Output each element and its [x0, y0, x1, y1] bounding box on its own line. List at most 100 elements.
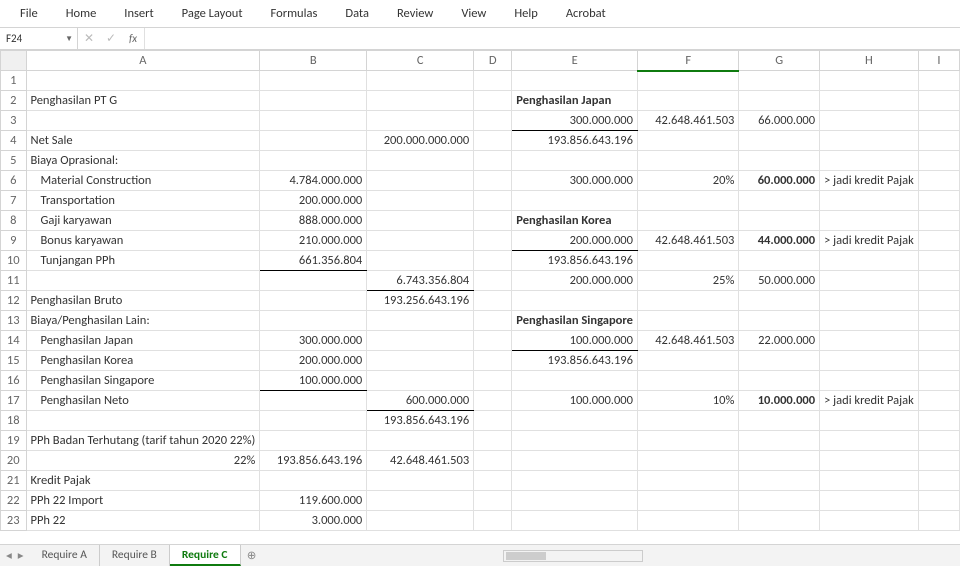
cell-F17[interactable]: 10%: [637, 391, 738, 411]
cell-C2[interactable]: [367, 91, 474, 111]
cell-B21[interactable]: [260, 471, 367, 491]
cell-G3[interactable]: 66.000.000: [739, 111, 820, 131]
cell-E21[interactable]: [512, 471, 638, 491]
cell-F2[interactable]: [637, 91, 738, 111]
col-header-I[interactable]: I: [918, 51, 959, 71]
cell-H6[interactable]: > jadi kredit Pajak: [820, 171, 919, 191]
cell-A7[interactable]: Transportation: [26, 191, 260, 211]
cell-I11[interactable]: [918, 271, 959, 291]
cell-I23[interactable]: [918, 511, 959, 531]
cell-G1[interactable]: [739, 71, 820, 91]
cell-C15[interactable]: [367, 351, 474, 371]
cell-C14[interactable]: [367, 331, 474, 351]
cell-I7[interactable]: [918, 191, 959, 211]
row-header-21[interactable]: 21: [1, 471, 27, 491]
cell-I3[interactable]: [918, 111, 959, 131]
cell-H7[interactable]: [820, 191, 919, 211]
col-header-F[interactable]: F: [637, 51, 738, 71]
cell-A9[interactable]: Bonus karyawan: [26, 231, 260, 251]
row-header-1[interactable]: 1: [1, 71, 27, 91]
cell-E14[interactable]: 100.000.000: [512, 331, 638, 351]
cell-I15[interactable]: [918, 351, 959, 371]
cell-G18[interactable]: [739, 411, 820, 431]
cell-F23[interactable]: [637, 511, 738, 531]
cell-F19[interactable]: [637, 431, 738, 451]
cell-I13[interactable]: [918, 311, 959, 331]
cell-H18[interactable]: [820, 411, 919, 431]
cell-D20[interactable]: [474, 451, 512, 471]
cell-G6[interactable]: 60.000.000: [739, 171, 820, 191]
cell-G4[interactable]: [739, 131, 820, 151]
cell-I16[interactable]: [918, 371, 959, 391]
cell-G12[interactable]: [739, 291, 820, 311]
cell-H2[interactable]: [820, 91, 919, 111]
cell-F18[interactable]: [637, 411, 738, 431]
cell-F4[interactable]: [637, 131, 738, 151]
row-header-3[interactable]: 3: [1, 111, 27, 131]
cell-C17[interactable]: 600.000.000: [367, 391, 474, 411]
name-box[interactable]: F24 ▼: [0, 28, 78, 49]
col-header-G[interactable]: G: [739, 51, 820, 71]
cell-E5[interactable]: [512, 151, 638, 171]
cell-E18[interactable]: [512, 411, 638, 431]
cell-E15[interactable]: 193.856.643.196: [512, 351, 638, 371]
cell-B13[interactable]: [260, 311, 367, 331]
col-header-A[interactable]: A: [26, 51, 260, 71]
cell-I6[interactable]: [918, 171, 959, 191]
cell-E1[interactable]: [512, 71, 638, 91]
cell-E2[interactable]: Penghasilan Japan: [512, 91, 638, 111]
cell-D4[interactable]: [474, 131, 512, 151]
cell-E4[interactable]: 193.856.643.196: [512, 131, 638, 151]
sheet-tab-require-b[interactable]: Require B: [100, 545, 170, 566]
cell-B8[interactable]: 888.000.000: [260, 211, 367, 231]
ribbon-view[interactable]: View: [451, 2, 496, 25]
row-header-18[interactable]: 18: [1, 411, 27, 431]
cell-I8[interactable]: [918, 211, 959, 231]
cell-B22[interactable]: 119.600.000: [260, 491, 367, 511]
cell-F7[interactable]: [637, 191, 738, 211]
cell-E19[interactable]: [512, 431, 638, 451]
cell-D7[interactable]: [474, 191, 512, 211]
cell-B14[interactable]: 300.000.000: [260, 331, 367, 351]
sheet-nav-prev-icon[interactable]: ◂: [6, 548, 12, 563]
cell-A14[interactable]: Penghasilan Japan: [26, 331, 260, 351]
cell-F1[interactable]: [637, 71, 738, 91]
cell-A3[interactable]: [26, 111, 260, 131]
cell-G9[interactable]: 44.000.000: [739, 231, 820, 251]
cell-E20[interactable]: [512, 451, 638, 471]
cell-A4[interactable]: Net Sale: [26, 131, 260, 151]
cell-I14[interactable]: [918, 331, 959, 351]
ribbon-help[interactable]: Help: [504, 2, 547, 25]
col-header-D[interactable]: D: [474, 51, 512, 71]
row-header-22[interactable]: 22: [1, 491, 27, 511]
cell-C9[interactable]: [367, 231, 474, 251]
cell-F8[interactable]: [637, 211, 738, 231]
cell-E16[interactable]: [512, 371, 638, 391]
cell-H10[interactable]: [820, 251, 919, 271]
cell-G23[interactable]: [739, 511, 820, 531]
cell-H15[interactable]: [820, 351, 919, 371]
cell-D15[interactable]: [474, 351, 512, 371]
cell-C18[interactable]: 193.856.643.196: [367, 411, 474, 431]
cell-I19[interactable]: [918, 431, 959, 451]
cell-B11[interactable]: [260, 271, 367, 291]
cell-H16[interactable]: [820, 371, 919, 391]
row-header-2[interactable]: 2: [1, 91, 27, 111]
cell-A16[interactable]: Penghasilan Singapore: [26, 371, 260, 391]
cell-B3[interactable]: [260, 111, 367, 131]
cell-I10[interactable]: [918, 251, 959, 271]
cell-G16[interactable]: [739, 371, 820, 391]
row-header-16[interactable]: 16: [1, 371, 27, 391]
row-header-8[interactable]: 8: [1, 211, 27, 231]
row-header-6[interactable]: 6: [1, 171, 27, 191]
cell-C23[interactable]: [367, 511, 474, 531]
cell-D10[interactable]: [474, 251, 512, 271]
cell-I9[interactable]: [918, 231, 959, 251]
cell-F13[interactable]: [637, 311, 738, 331]
select-all-corner[interactable]: [1, 51, 27, 71]
ribbon-data[interactable]: Data: [335, 2, 379, 25]
row-header-23[interactable]: 23: [1, 511, 27, 531]
cell-C6[interactable]: [367, 171, 474, 191]
cell-D2[interactable]: [474, 91, 512, 111]
cell-D19[interactable]: [474, 431, 512, 451]
